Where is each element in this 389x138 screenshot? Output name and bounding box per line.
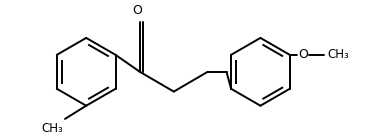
Text: O: O [298, 48, 308, 61]
Text: O: O [133, 4, 142, 17]
Text: CH₃: CH₃ [328, 48, 349, 61]
Text: CH₃: CH₃ [41, 122, 63, 135]
